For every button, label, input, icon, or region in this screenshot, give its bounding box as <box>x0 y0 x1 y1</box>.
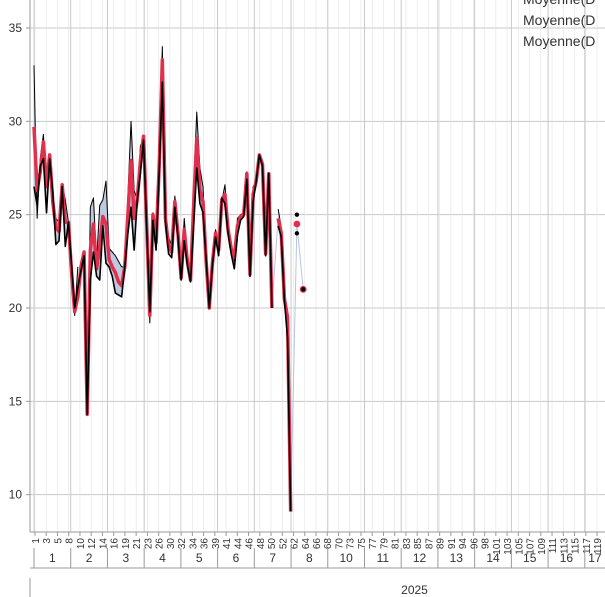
x-day-label: 70 <box>334 538 345 550</box>
x-day-label: 98 <box>481 538 492 550</box>
x-day-label: 75 <box>357 538 368 550</box>
x-day-label: 64 <box>301 538 312 550</box>
legend-entry: Moyenne(D <box>523 12 595 28</box>
x-day-label: 115 <box>571 538 582 554</box>
x-day-label: 85 <box>413 538 424 550</box>
x-day-label: 117 <box>582 538 593 554</box>
x-day-label: 77 <box>368 538 379 550</box>
isolated-points <box>293 212 307 293</box>
x-day-label: 32 <box>177 538 188 550</box>
x-day-label: 94 <box>458 538 469 550</box>
x-day-label: 10 <box>76 538 87 550</box>
x-week-label: 7 <box>269 551 276 565</box>
x-day-label: 83 <box>402 538 413 550</box>
x-day-label: 12 <box>87 538 98 550</box>
gap-connector <box>290 223 298 512</box>
x-day-label: 96 <box>469 538 480 550</box>
x-day-label: 119 <box>593 538 604 554</box>
x-week-label: 1 <box>49 551 56 565</box>
x-week-label: 2 <box>86 551 93 565</box>
x-day-label: 8 <box>65 538 76 544</box>
y-tick-label: 30 <box>9 114 23 128</box>
series-line <box>33 81 273 416</box>
legend: Moyenne(D Moyenne(D Moyenne(D <box>523 0 595 49</box>
x-week-label: 13 <box>450 551 464 565</box>
data-point <box>300 287 306 292</box>
data-point <box>294 231 300 236</box>
x-day-label: 1 <box>31 538 42 544</box>
x-day-label: 30 <box>166 538 177 550</box>
x-day-label: 113 <box>559 538 570 554</box>
x-day-label: 62 <box>290 538 301 550</box>
x-day-label: 14 <box>98 538 109 550</box>
x-day-label: 39 <box>211 538 222 550</box>
x-day-label: 87 <box>424 538 435 550</box>
x-day-label: 44 <box>233 538 244 550</box>
x-day-label: 48 <box>256 538 267 550</box>
y-tick-label: 25 <box>9 208 23 222</box>
x-day-label: 19 <box>121 538 132 550</box>
x-day-label: 41 <box>222 538 233 550</box>
y-tick-label: 15 <box>9 394 23 408</box>
x-week-label: 3 <box>122 551 129 565</box>
data-point <box>293 220 301 228</box>
x-week-label: 17 <box>588 551 602 565</box>
x-day-label: 111 <box>548 538 559 554</box>
x-day-label: 101 <box>492 538 503 555</box>
x-day-label: 107 <box>526 538 537 555</box>
x-day-label: 109 <box>537 538 548 555</box>
x-week-label: 15 <box>523 551 537 565</box>
x-week-label: 12 <box>413 551 427 565</box>
x-day-label: 16 <box>110 538 121 550</box>
x-week-label: 6 <box>233 551 240 565</box>
x-day-label: 79 <box>379 538 390 550</box>
x-day-label: 81 <box>391 538 402 550</box>
x-day-label: 52 <box>278 538 289 550</box>
x-day-label: 91 <box>447 538 458 550</box>
x-day-label: 46 <box>245 538 256 550</box>
x-day-label: 68 <box>323 538 334 550</box>
x-year-label: 2025 <box>401 583 428 597</box>
x-day-label: 103 <box>503 538 514 555</box>
x-week-label: 8 <box>306 551 313 565</box>
x-week-label: 16 <box>560 551 574 565</box>
x-day-label: 23 <box>143 538 154 550</box>
x-day-label: 21 <box>132 538 143 550</box>
x-day-label: 36 <box>200 538 211 550</box>
x-week-label: 4 <box>159 551 166 565</box>
x-week-label: 11 <box>377 551 390 565</box>
x-day-label: 50 <box>267 538 278 550</box>
x-week-label: 5 <box>196 551 203 565</box>
x-week-label: 10 <box>339 551 353 565</box>
x-day-label: 3 <box>42 538 53 544</box>
x-day-label: 66 <box>312 538 323 550</box>
y-tick-label: 10 <box>9 488 23 502</box>
x-day-label: 26 <box>155 538 166 550</box>
x-day-label: 73 <box>346 538 357 550</box>
x-day-label: 5 <box>53 538 64 544</box>
y-tick-label: 20 <box>9 301 23 315</box>
legend-entry: Moyenne(D <box>523 33 595 49</box>
series-line <box>277 225 292 512</box>
legend-entry: Moyenne(D <box>523 0 595 7</box>
y-tick-label: 35 <box>9 21 23 35</box>
data-point <box>294 212 300 217</box>
x-day-label: 89 <box>436 538 447 550</box>
x-day-label: 34 <box>188 538 199 550</box>
x-day-label: 105 <box>514 538 525 555</box>
x-week-label: 14 <box>486 551 500 565</box>
series-lines <box>32 46 293 512</box>
